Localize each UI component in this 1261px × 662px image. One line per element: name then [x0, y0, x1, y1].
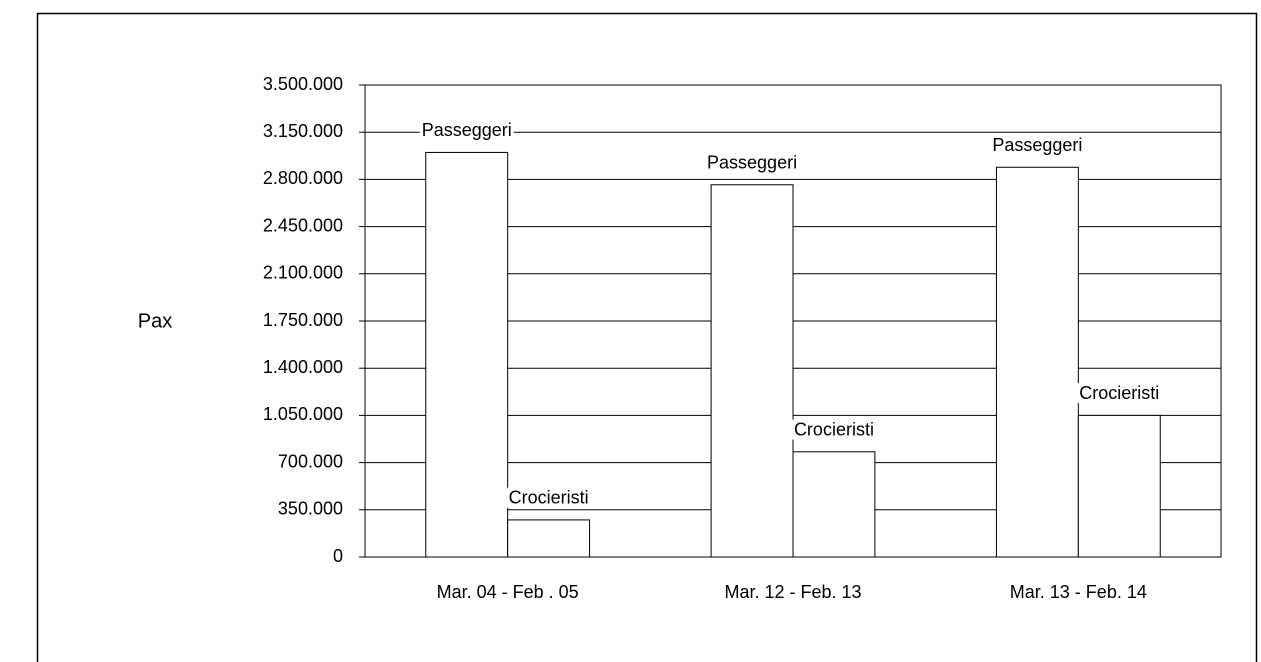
y-tick-label: 3.150.000 — [263, 121, 343, 141]
bar — [995, 166, 1079, 558]
data-label-bg — [705, 152, 800, 173]
y-tick-label: 3.500.000 — [263, 74, 343, 94]
bar — [425, 151, 509, 558]
y-tick-label: 350.000 — [278, 499, 343, 519]
data-label: Crocieristi — [509, 488, 589, 508]
y-tick-label: 1.750.000 — [263, 310, 343, 330]
x-tick-label: Mar. 04 - Feb . 05 — [437, 582, 579, 602]
data-label-bg — [506, 487, 591, 508]
x-tick-label: Mar. 12 - Feb. 13 — [724, 582, 861, 602]
y-axis-label: Pax — [138, 310, 172, 332]
data-label: Passeggeri — [707, 153, 797, 173]
bar — [792, 451, 876, 558]
bar — [1077, 414, 1161, 558]
bar — [710, 184, 794, 558]
data-label-bg — [1077, 383, 1162, 404]
y-tick-label: 2.800.000 — [263, 168, 343, 188]
data-label: Passeggeri — [992, 135, 1082, 155]
data-label-bg — [990, 135, 1085, 156]
data-label-bg — [419, 120, 514, 141]
y-tick-label: 1.400.000 — [263, 357, 343, 377]
data-label: Crocieristi — [794, 420, 874, 440]
data-label: Passeggeri — [422, 120, 512, 140]
data-label: Crocieristi — [1079, 383, 1159, 403]
y-tick-label: 2.100.000 — [263, 263, 343, 283]
data-label-bg — [791, 419, 876, 440]
y-tick-label: 700.000 — [278, 451, 343, 471]
x-tick-label: Mar. 13 - Feb. 14 — [1010, 582, 1147, 602]
y-tick-label: 2.450.000 — [263, 215, 343, 235]
y-tick-label: 1.050.000 — [263, 404, 343, 424]
bar — [507, 519, 591, 558]
y-tick-label: 0 — [333, 546, 343, 566]
